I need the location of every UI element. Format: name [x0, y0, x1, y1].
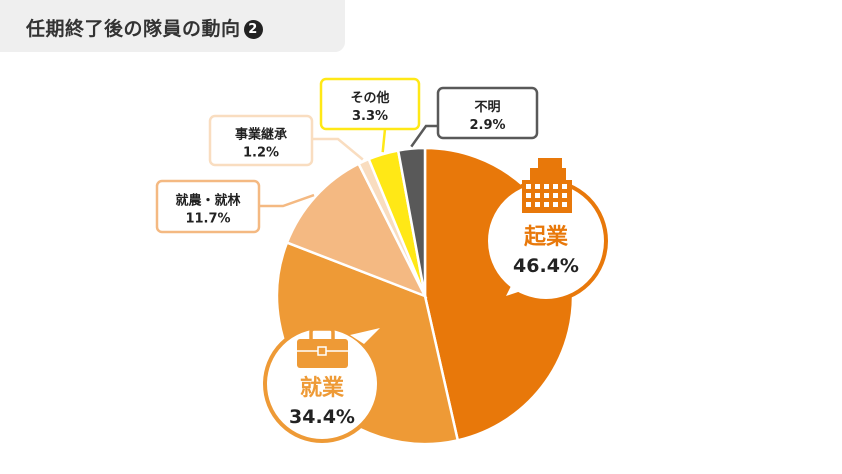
label-sonota-value: 3.3%: [352, 109, 388, 124]
label-sonota: その他 3.3%: [319, 77, 421, 131]
label-fumei-box: [436, 86, 539, 140]
title-label: 任期終了後の隊員の動向: [26, 18, 241, 40]
title-number-badge: 2: [243, 20, 263, 39]
callout-kigyo-label: 起業: [523, 225, 569, 250]
label-shuno-shurin-leader: [259, 193, 315, 208]
label-shuno-shurin: 就農・就林 11.7%: [155, 179, 261, 234]
label-jigyo-keisho-leader: [312, 137, 364, 161]
callout-shugyo-circle: [263, 325, 381, 443]
label-jigyo-keisho-box: [208, 114, 314, 167]
callouts: 起業 46.4% 就業 34.4% 就農・就林 11.7% 事業継承 1.2% その他 3.3% 不…: [155, 77, 608, 443]
label-shuno-shurin-value: 11.7%: [185, 212, 230, 227]
leader-lines: [259, 124, 438, 208]
building-icon: [522, 158, 572, 213]
callout-kigyo: 起業 46.4%: [484, 158, 608, 303]
callout-shugyo-value: 34.4%: [289, 406, 355, 428]
pie-slice-shuno-shurin: [285, 162, 428, 299]
callout-shugyo-label: 就業: [300, 375, 345, 401]
label-shuno-shurin-box: [155, 179, 261, 234]
label-jigyo-keisho: 事業継承 1.2%: [208, 114, 314, 167]
briefcase-icon: [297, 327, 348, 368]
callout-shugyo: 就業 34.4%: [263, 325, 382, 443]
page-title: 任期終了後の隊員の動向 2: [26, 14, 263, 41]
title-bar: 任期終了後の隊員の動向 2: [0, 0, 345, 52]
label-fumei-label: 不明: [474, 100, 500, 115]
label-fumei: 不明 2.9%: [436, 86, 539, 140]
callout-kigyo-value: 46.4%: [513, 255, 579, 277]
pie-slices: [275, 146, 575, 446]
pie-slice-fumei: [396, 146, 427, 297]
label-fumei-value: 2.9%: [469, 118, 505, 133]
label-jigyo-keisho-label: 事業継承: [235, 127, 287, 143]
label-shuno-shurin-label: 就農・就林: [175, 193, 240, 209]
label-fumei-leader: [410, 124, 438, 148]
label-sonota-label: その他: [350, 90, 389, 106]
label-sonota-leader: [381, 128, 387, 153]
label-jigyo-keisho-value: 1.2%: [243, 146, 279, 161]
label-sonota-box: [319, 77, 421, 131]
